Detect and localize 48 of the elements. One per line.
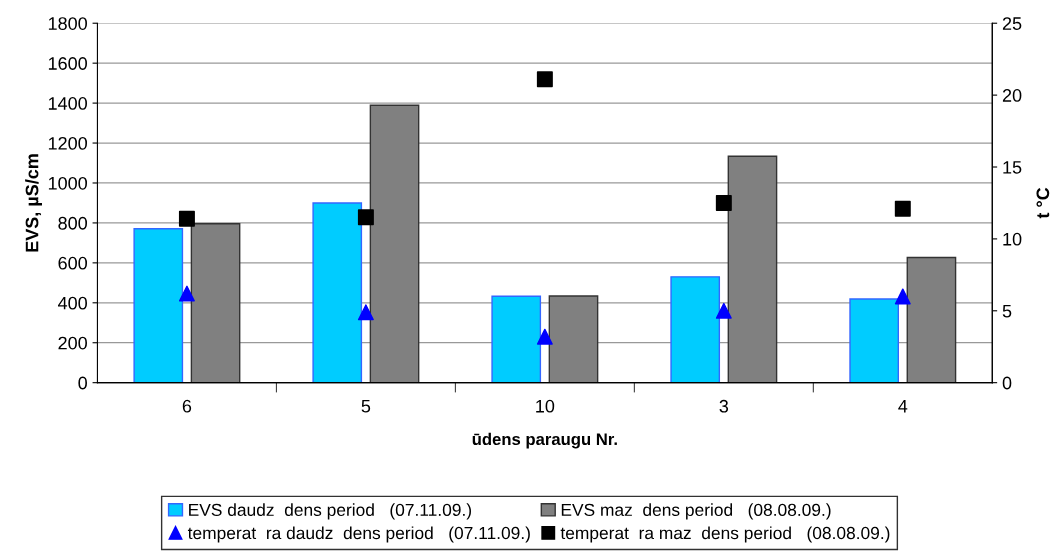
point: [536, 328, 553, 345]
bar: [727, 155, 778, 383]
legend-label: temperat ra daudz dens period (07.11.09.): [187, 526, 530, 543]
point: [357, 304, 374, 321]
x-axis-title: ūdens paraugu Nr.: [472, 432, 617, 449]
y-tick-label: 1000: [48, 176, 87, 190]
point: [715, 302, 732, 319]
x-tick-label: 3: [719, 399, 729, 413]
y-tick-label: 400: [58, 296, 87, 310]
y-tick-label: 200: [58, 336, 87, 350]
bar: [312, 202, 363, 383]
y-tick-label: 1200: [48, 136, 87, 150]
point: [894, 200, 911, 217]
bar: [849, 298, 900, 383]
bar: [369, 104, 420, 383]
legend-label: EVS maz dens period (08.08.09.): [561, 503, 831, 520]
point: [536, 71, 553, 88]
point: [178, 210, 195, 227]
legend-label: temperat ra maz dens period (08.08.09.): [560, 526, 890, 543]
y2-tick-label: 15: [1003, 161, 1022, 174]
point: [894, 288, 911, 305]
bar: [491, 295, 542, 383]
y-tick-label: 1400: [48, 97, 87, 110]
y2-tick-label: 10: [1003, 232, 1022, 246]
y-tick-label: 1800: [48, 17, 87, 30]
bar: [133, 228, 184, 383]
y-tick-label: 800: [58, 216, 87, 230]
y-tick-label: 1600: [48, 57, 87, 70]
point: [178, 285, 195, 302]
legend-label: EVS daudz dens period (07.11.09.): [189, 503, 471, 520]
y-axis-title: EVS, µS/cm: [25, 154, 42, 252]
x-tick-label: 10: [536, 399, 555, 413]
x-tick-label: 6: [182, 399, 192, 413]
y2-tick-label: 25: [1002, 17, 1022, 30]
point: [715, 194, 732, 211]
bar: [548, 295, 599, 383]
bar: [670, 276, 721, 383]
bar: [906, 256, 957, 383]
y2-tick-label: 20: [1002, 89, 1022, 102]
y-tick-label: 600: [58, 256, 87, 270]
x-tick-label: 4: [898, 400, 908, 413]
y2-tick-label: 5: [1002, 304, 1012, 318]
y-tick-label: 0: [78, 376, 87, 390]
bar: [190, 223, 241, 383]
point: [357, 209, 374, 226]
x-tick-label: 5: [361, 400, 371, 413]
y2-axis-title: t °C: [1036, 187, 1050, 219]
y2-tick-label: 0: [1002, 376, 1012, 390]
